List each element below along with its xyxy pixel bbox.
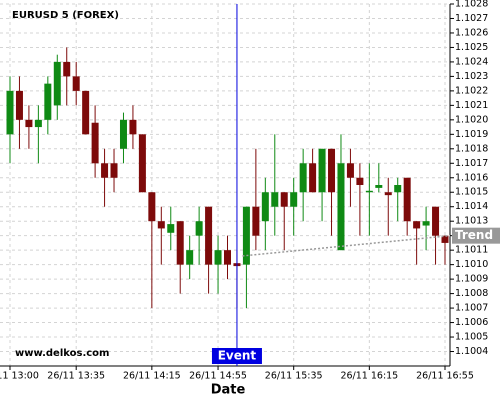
trend-label: Trend	[455, 228, 493, 242]
y-tick-label: 1.1004	[455, 346, 488, 357]
candle-body	[224, 250, 231, 265]
candle-body	[394, 185, 402, 193]
candle-body	[261, 192, 269, 222]
event-label-box	[211, 348, 262, 364]
y-tick-label: 1.1008	[455, 288, 488, 299]
x-tick-label: 26/11 16:55	[416, 371, 474, 382]
trend-line	[242, 234, 451, 257]
candle-body	[101, 163, 109, 178]
candle-body	[356, 177, 364, 185]
y-tick-label: 1.1009	[455, 274, 488, 285]
trend-label-box	[452, 227, 500, 244]
candle-body	[375, 185, 383, 188]
candle-body	[138, 134, 146, 193]
candle-body	[299, 163, 307, 193]
y-tick-label: 1.1026	[455, 27, 488, 38]
candle-body	[25, 119, 33, 128]
y-tick-label: 1.1019	[455, 129, 488, 140]
y-tick-label: 1.1006	[455, 317, 488, 328]
x-tick-label: 26/11 14:15	[123, 371, 181, 382]
y-tick-label: 1.1013	[455, 216, 488, 227]
y-tick-label: 1.1007	[455, 303, 488, 314]
candle-body	[205, 206, 213, 265]
candle-body	[119, 119, 127, 149]
x-axis-title: Date	[211, 383, 246, 398]
candle-body	[63, 61, 71, 77]
event-label: Event	[218, 349, 257, 363]
x-tick-label: 26/11 14:55	[189, 371, 247, 382]
x-tick-label: 26/11 13:00	[0, 371, 39, 382]
y-tick-label: 1.1017	[455, 158, 488, 169]
x-tick-label: 26/11 15:35	[265, 371, 323, 382]
y-tick-label: 1.1020	[455, 114, 488, 125]
y-tick-label: 1.1021	[455, 100, 488, 111]
candle-body	[72, 76, 80, 91]
candle-body	[242, 206, 250, 265]
candle-body	[148, 192, 156, 222]
candle-body	[252, 206, 260, 236]
x-tick-label: 26/11 16:15	[340, 371, 398, 382]
y-tick-label: 1.1018	[455, 143, 488, 154]
y-tick-label: 1.1014	[455, 201, 488, 212]
y-tick-label: 1.1025	[455, 42, 488, 53]
candle-body	[309, 163, 317, 193]
candle-body	[6, 90, 14, 135]
candle-body	[214, 250, 222, 265]
candle-body	[82, 90, 90, 135]
candle-body	[167, 224, 175, 233]
y-tick-label: 1.1028	[455, 0, 488, 10]
plot-area	[0, 3, 450, 366]
y-tick-label: 1.1011	[455, 245, 488, 256]
candle-body	[110, 163, 118, 178]
candle-body	[337, 163, 345, 251]
candle-body	[413, 221, 421, 229]
x-tick-label: 26/11 13:35	[47, 371, 105, 382]
candle-body	[384, 192, 392, 196]
candle-body	[15, 90, 23, 120]
watermark: www.delkos.com	[15, 348, 109, 359]
candle-body	[403, 177, 411, 222]
candle-body	[129, 119, 137, 135]
candle-body	[432, 206, 440, 236]
candle-body	[365, 190, 373, 193]
candle-body	[186, 250, 194, 265]
candle-body	[346, 163, 354, 178]
y-tick-label: 1.1023	[455, 71, 488, 82]
candle-body	[44, 83, 52, 120]
chart-title: EURUSD 5 (FOREX)	[12, 10, 119, 21]
y-tick-label: 1.1016	[455, 172, 488, 183]
candle-body	[176, 221, 184, 265]
y-tick-label: 1.1024	[455, 56, 488, 67]
candle-body	[441, 235, 449, 243]
candle-body	[271, 192, 279, 207]
candle-body	[290, 192, 298, 207]
candle-body	[91, 122, 99, 164]
y-tick-label: 1.1010	[455, 259, 488, 270]
candle-body	[328, 148, 336, 193]
candle-body	[34, 119, 42, 128]
candle-body	[280, 192, 288, 207]
y-tick-label: 1.1015	[455, 187, 488, 198]
candle-body	[318, 148, 326, 193]
candle-body	[422, 221, 430, 226]
candle-body	[157, 221, 165, 229]
y-tick-label: 1.1027	[455, 13, 488, 24]
candle-body	[53, 61, 61, 106]
y-tick-label: 1.1005	[455, 332, 488, 343]
candle-body	[195, 221, 203, 236]
y-tick-label: 1.1022	[455, 85, 488, 96]
